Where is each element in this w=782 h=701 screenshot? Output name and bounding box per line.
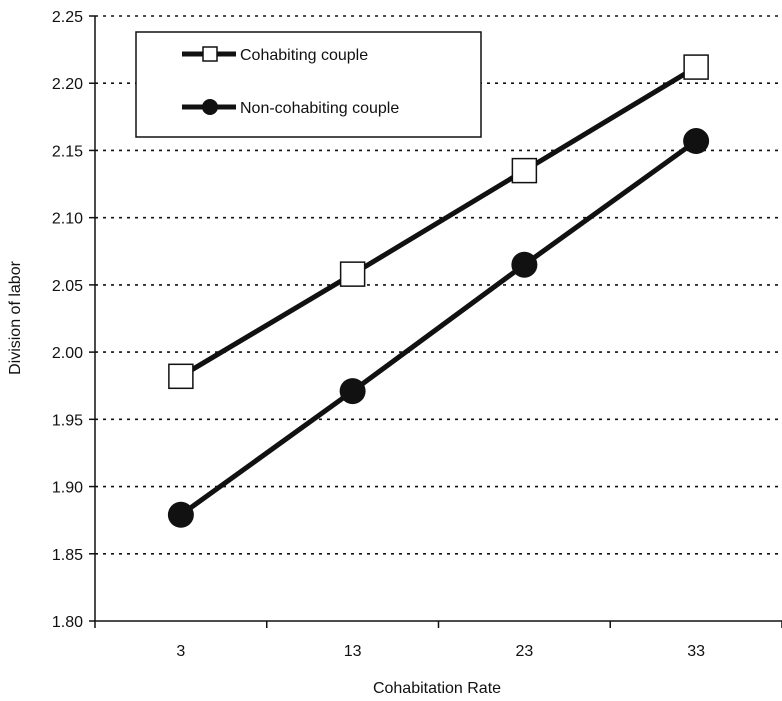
point-marker-circle bbox=[167, 501, 194, 528]
x-tick-label: 23 bbox=[515, 643, 533, 660]
point-marker-circle bbox=[339, 378, 366, 405]
x-tick-label: 13 bbox=[344, 643, 362, 660]
series-layer bbox=[167, 54, 710, 528]
legend-swatch-noncohabiting-marker bbox=[202, 99, 218, 115]
x-tick-labels: 3 13 23 33 bbox=[94, 621, 782, 660]
y-tick-label: 1.80 bbox=[52, 614, 83, 631]
point-marker-square bbox=[683, 54, 709, 80]
legend-box bbox=[135, 31, 482, 138]
point-marker-square bbox=[339, 261, 366, 287]
y-tick-label: 2.20 bbox=[52, 76, 83, 93]
y-tick-label: 1.85 bbox=[52, 547, 83, 564]
x-tick-label: 33 bbox=[687, 643, 705, 660]
y-axis-label: Division of labor bbox=[7, 260, 24, 375]
point-marker-square bbox=[511, 157, 538, 184]
y-tick-label: 1.90 bbox=[52, 480, 83, 497]
legend-label-cohabiting: Cohabiting couple bbox=[240, 47, 368, 64]
legend: Cohabiting couple Non-cohabiting couple bbox=[135, 31, 482, 138]
x-tick-label: 3 bbox=[176, 643, 185, 660]
y-tick-label: 2.00 bbox=[52, 345, 83, 362]
y-tick-label: 2.25 bbox=[52, 9, 83, 26]
legend-label-noncohabiting: Non-cohabiting couple bbox=[240, 100, 399, 117]
y-tick-label: 2.10 bbox=[52, 211, 83, 228]
series-line bbox=[179, 139, 698, 517]
point-marker-circle bbox=[511, 251, 538, 278]
y-tick-label: 1.95 bbox=[52, 412, 83, 429]
legend-swatch-cohabiting-marker bbox=[202, 46, 218, 62]
y-tick-label: 2.05 bbox=[52, 278, 83, 295]
y-tick-labels: 1.80 1.85 1.90 1.95 2.00 2.05 2.10 2.15 2.20 2.25 bbox=[52, 9, 95, 631]
x-axis-label: Cohabitation Rate bbox=[373, 680, 501, 697]
point-marker-circle bbox=[683, 128, 710, 155]
point-marker-square bbox=[168, 363, 194, 390]
series-line bbox=[179, 64, 698, 379]
y-tick-label: 2.15 bbox=[52, 143, 83, 160]
